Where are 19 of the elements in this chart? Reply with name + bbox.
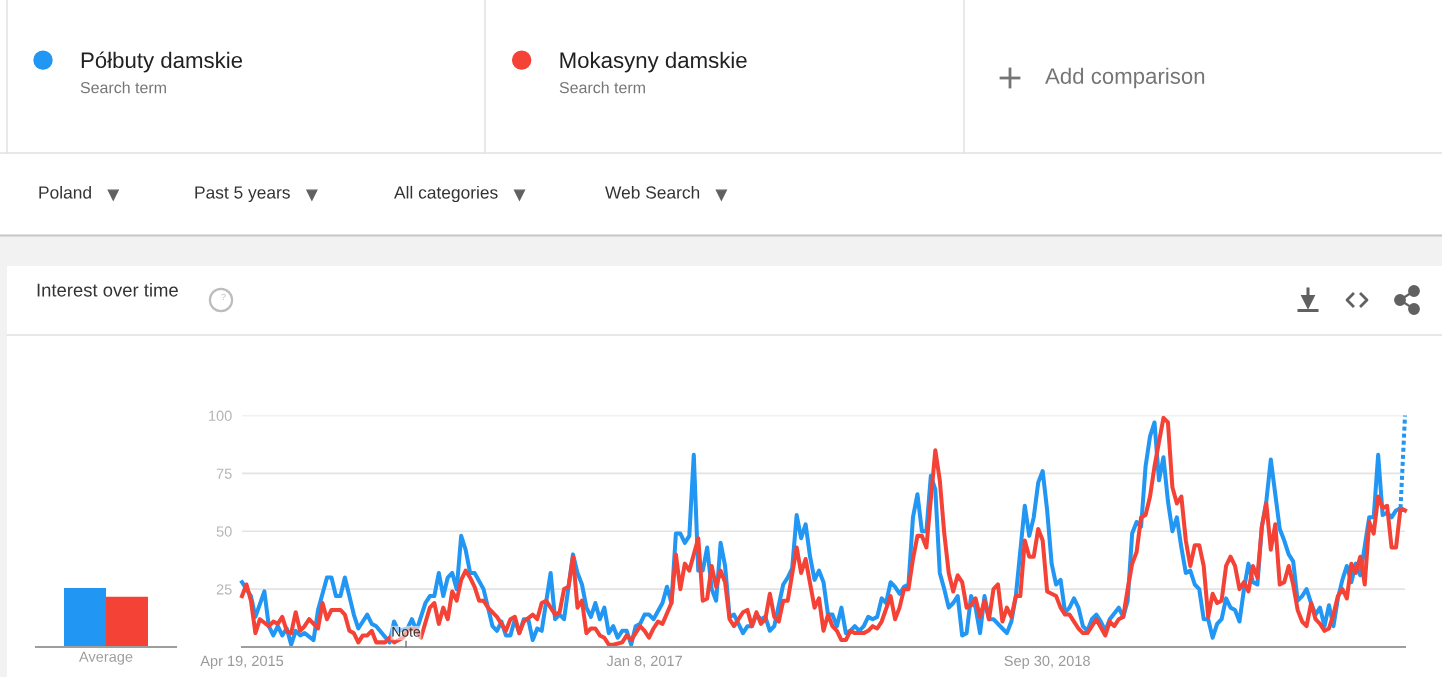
text: Search term: [80, 81, 166, 94]
x-tick-label: Sep 30, 2018: [1004, 655, 1090, 669]
x-tick-label: Apr 19, 2015: [200, 655, 284, 669]
y-tick-label: 25: [216, 584, 232, 595]
y-tick-label: 100: [209, 410, 232, 421]
legend-label: Mokasyny damskie: [560, 51, 747, 73]
y-tick-label: 75: [216, 468, 232, 479]
text: Web Search: [605, 185, 700, 199]
text: All categories: [394, 185, 498, 203]
text: Add comparison: [1045, 67, 1205, 89]
legend-label: Półbuty damskie: [81, 51, 243, 73]
x-axis-title: Average: [79, 651, 133, 665]
x-tick-label: Jan 8, 2017: [606, 655, 682, 668]
chart-title: Interest over time: [37, 283, 178, 297]
text: Search term: [559, 81, 645, 94]
y-tick-label: 50: [216, 526, 232, 537]
text: Poland: [39, 185, 91, 199]
annotation: Note: [392, 627, 421, 637]
text: Past 5 years: [195, 186, 290, 203]
